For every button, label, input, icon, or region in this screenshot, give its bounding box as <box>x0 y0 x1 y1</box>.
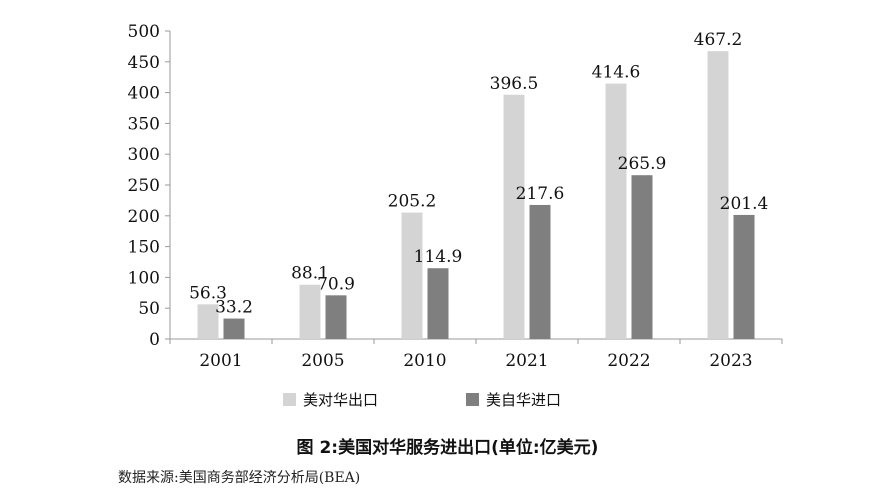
data-label-imports: 33.2 <box>215 298 253 318</box>
legend-item-imports: 美自华进口 <box>466 389 561 410</box>
bar-exports <box>401 212 423 339</box>
x-tick-label: 2023 <box>709 351 752 371</box>
y-tick-label: 300 <box>128 145 160 165</box>
data-label-exports: 414.6 <box>592 63 641 83</box>
bar-imports <box>427 268 449 339</box>
bar-exports <box>299 284 321 339</box>
bar-chart: 0 50 100 150 200 250 300 350 400 450 500 2001 56.333… <box>128 22 783 371</box>
data-label-exports: 467.2 <box>694 30 743 50</box>
data-label-imports: 114.9 <box>414 247 463 267</box>
y-tick-label: 400 <box>128 84 160 104</box>
x-tick-label: 2022 <box>607 351 650 371</box>
legend-swatch-exports <box>283 393 296 406</box>
y-tick-label: 100 <box>128 268 160 288</box>
x-tick-label: 2001 <box>199 351 242 371</box>
legend-label-imports: 美自华进口 <box>486 391 562 409</box>
legend-swatch-imports <box>466 393 479 406</box>
bar-exports <box>707 51 729 339</box>
bar-exports <box>503 94 525 339</box>
y-tick-label: 0 <box>149 330 160 350</box>
bar-exports <box>605 83 627 339</box>
figure-caption: 图 2:美国对华服务进出口(单位:亿美元) <box>296 438 599 458</box>
x-tick-label: 2021 <box>505 351 548 371</box>
data-label-exports: 56.3 <box>189 283 227 303</box>
y-tick-label: 450 <box>128 53 160 73</box>
y-tick-label: 500 <box>128 22 160 42</box>
y-tick-label: 200 <box>128 207 160 227</box>
legend-item-exports: 美对华出口 <box>283 389 378 410</box>
bar-imports <box>631 175 653 339</box>
bar-exports <box>197 304 219 339</box>
legend-label-exports: 美对华出口 <box>303 391 379 409</box>
data-label-imports: 265.9 <box>618 154 667 174</box>
y-tick-label: 350 <box>128 114 160 134</box>
bar-imports <box>733 214 755 339</box>
bar-imports <box>223 318 245 339</box>
data-label-exports: 88.1 <box>291 264 329 284</box>
bar-imports <box>325 295 347 339</box>
data-label-imports: 217.6 <box>516 184 565 204</box>
bar-imports <box>529 204 551 339</box>
y-tick-label: 50 <box>138 299 160 319</box>
data-label-imports: 201.4 <box>720 194 769 214</box>
x-tick-label: 2010 <box>403 351 446 371</box>
y-tick-label: 250 <box>128 176 160 196</box>
data-label-exports: 396.5 <box>490 74 539 94</box>
y-tick-label: 150 <box>128 238 160 258</box>
data-label-imports: 70.9 <box>317 274 355 294</box>
data-source-note: 数据来源:美国商务部经济分析局(BEA) <box>118 470 361 486</box>
chart-legend: 美对华出口 美自华进口 <box>0 389 895 411</box>
data-label-exports: 205.2 <box>388 192 437 212</box>
x-tick-label: 2005 <box>301 351 344 371</box>
